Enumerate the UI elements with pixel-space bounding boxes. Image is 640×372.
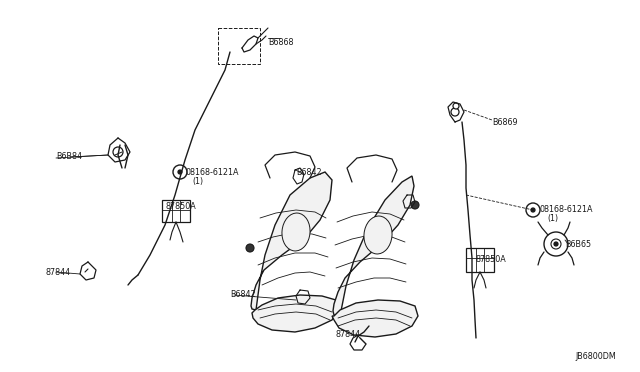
Text: (1): (1) [547, 214, 558, 223]
Polygon shape [333, 176, 414, 316]
Text: B6B65: B6B65 [565, 240, 591, 249]
Text: 87844: 87844 [336, 330, 361, 339]
Text: JB6800DM: JB6800DM [575, 352, 616, 361]
Circle shape [551, 239, 561, 249]
Bar [466, 248, 494, 272]
Text: 87850A: 87850A [476, 255, 507, 264]
Text: (1): (1) [192, 177, 203, 186]
Text: B6868: B6868 [268, 38, 294, 47]
Text: B6B84: B6B84 [56, 152, 82, 161]
Text: 87850A: 87850A [166, 202, 196, 211]
Text: B6842: B6842 [296, 168, 322, 177]
Ellipse shape [364, 216, 392, 254]
Circle shape [451, 108, 459, 116]
Circle shape [554, 242, 558, 246]
Circle shape [173, 165, 187, 179]
Polygon shape [251, 172, 332, 310]
Text: 87844: 87844 [46, 268, 71, 277]
Circle shape [526, 203, 540, 217]
Text: B6869: B6869 [492, 118, 518, 127]
Bar [218, 28, 260, 64]
Polygon shape [332, 300, 418, 337]
Text: 08168-6121A: 08168-6121A [540, 205, 593, 214]
Circle shape [178, 170, 182, 174]
Circle shape [411, 201, 419, 209]
Circle shape [531, 208, 535, 212]
Text: 08168-6121A: 08168-6121A [185, 168, 239, 177]
Ellipse shape [282, 213, 310, 251]
Bar [162, 200, 190, 222]
Polygon shape [252, 295, 338, 332]
Circle shape [544, 232, 568, 256]
Circle shape [113, 147, 123, 157]
Circle shape [453, 103, 459, 109]
Circle shape [246, 244, 254, 252]
Text: B6842: B6842 [230, 290, 255, 299]
